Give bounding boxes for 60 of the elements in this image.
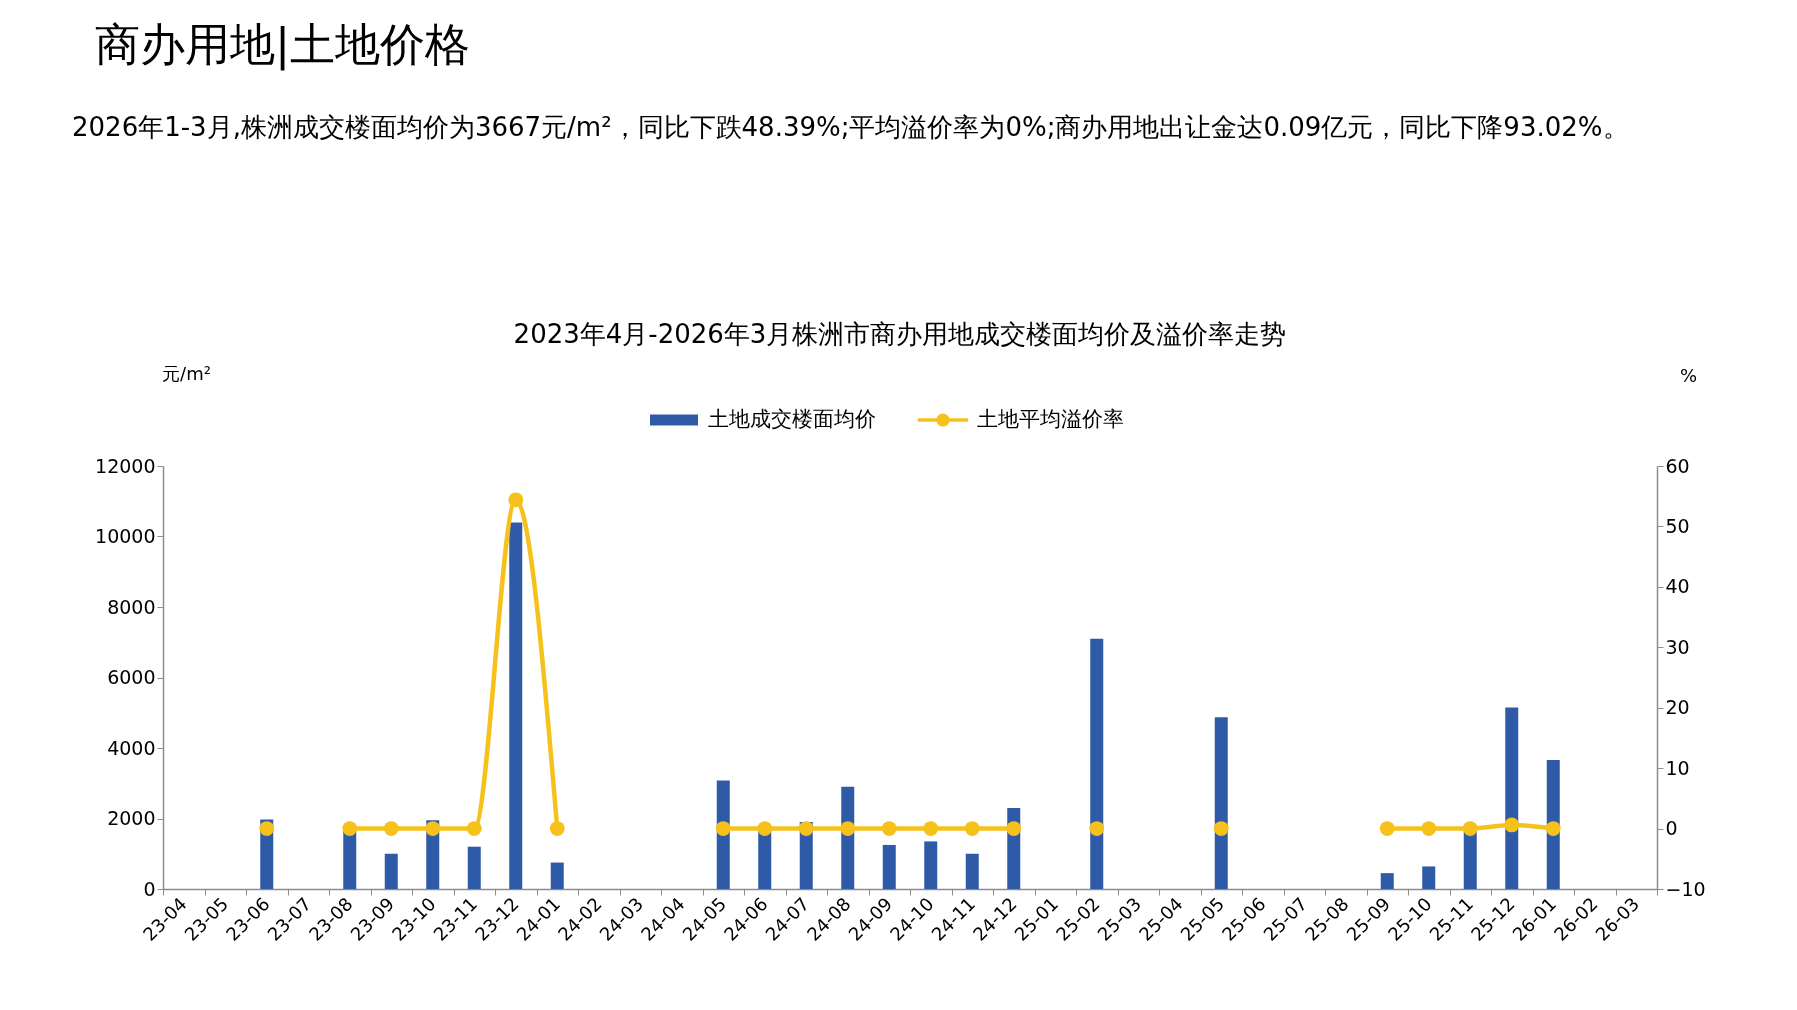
point — [1379, 821, 1395, 836]
y-tick-label: 0 — [143, 877, 156, 900]
point — [1089, 821, 1105, 836]
bar — [509, 522, 523, 889]
bar — [1505, 707, 1519, 889]
y-tick-label: 4000 — [107, 736, 156, 759]
point — [1545, 821, 1561, 836]
point — [923, 821, 939, 836]
y2-axis-title: % — [1679, 364, 1698, 386]
point — [798, 821, 814, 836]
bar — [1546, 759, 1560, 889]
point — [259, 821, 275, 836]
y-tick-label: 10000 — [95, 525, 156, 547]
legend-label: 土地成交楼面均价 — [708, 407, 876, 431]
y2-tick-label: 20 — [1665, 696, 1690, 719]
text: 2026年1-3月,株洲成交楼面均价为3667元/m²，同比下跌48.39%;平均溢价率为0%;商办用地出让金达0.09亿元，同比下降93.02%。 — [72, 112, 1629, 142]
bar — [1422, 866, 1436, 889]
y-tick-label: 2000 — [107, 807, 156, 829]
point — [425, 821, 441, 836]
bar — [343, 829, 357, 889]
point — [1421, 821, 1437, 836]
chart-title: 2023年4月-2026年3月株洲市商办用地成交楼面均价及溢价率走势 — [513, 319, 1287, 349]
bar — [1380, 873, 1394, 889]
y2-tick-label: −10 — [1665, 877, 1706, 900]
point — [383, 821, 399, 836]
point — [715, 821, 731, 836]
point — [840, 821, 856, 836]
bar — [924, 841, 938, 889]
point — [342, 821, 358, 836]
point — [1462, 821, 1478, 836]
text: 商办用地|土地价格 — [95, 18, 471, 71]
bar — [965, 853, 979, 889]
point — [881, 821, 897, 836]
y2-tick-label: 30 — [1665, 635, 1690, 658]
bar — [1214, 717, 1228, 889]
point — [757, 821, 773, 836]
point — [1213, 821, 1229, 836]
y2-tick-label: 40 — [1665, 575, 1690, 598]
point — [964, 821, 980, 836]
bar — [384, 853, 398, 889]
bar — [467, 846, 481, 889]
legend-label: 土地平均溢价率 — [977, 407, 1124, 431]
y2-tick-label: 60 — [1665, 454, 1690, 477]
point — [508, 492, 524, 508]
y2-tick-label: 10 — [1665, 756, 1690, 779]
y-tick-label: 6000 — [107, 666, 156, 688]
bar — [882, 844, 896, 889]
y-tick-label: 8000 — [107, 595, 156, 618]
y-tick-label: 12000 — [95, 454, 156, 477]
y2-tick-label: 50 — [1665, 514, 1690, 537]
bar — [550, 862, 564, 889]
bar — [758, 829, 772, 889]
y2-tick-label: 0 — [1665, 817, 1678, 840]
point — [549, 821, 565, 836]
point — [466, 821, 482, 836]
point — [1504, 817, 1520, 833]
bar — [1463, 830, 1477, 889]
bar — [1090, 638, 1104, 889]
y-axis-title: 元/m² — [162, 362, 211, 384]
point — [1006, 821, 1022, 836]
